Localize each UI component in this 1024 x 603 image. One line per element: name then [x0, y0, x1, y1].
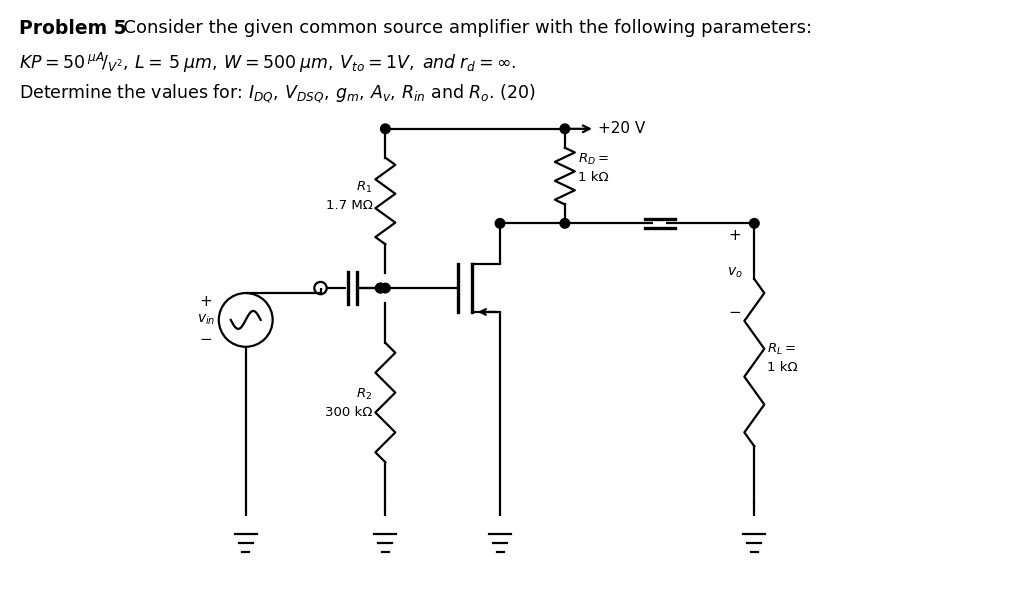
Text: $R_L =$
1 kΩ: $R_L =$ 1 kΩ: [767, 342, 798, 374]
Circle shape: [376, 283, 385, 293]
Text: $-$: $-$: [728, 303, 741, 318]
Text: Consider the given common source amplifier with the following parameters:: Consider the given common source amplifi…: [112, 19, 812, 37]
Text: Determine the values for: $I_{DQ},\,V_{DSQ},\,g_m,\,A_v,\,R_{in}$ and $R_o$. (20: Determine the values for: $I_{DQ},\,V_{D…: [19, 82, 537, 104]
Circle shape: [560, 218, 569, 228]
Text: +: +: [200, 294, 212, 309]
Text: $R_2$
300 kΩ: $R_2$ 300 kΩ: [325, 387, 373, 418]
Circle shape: [381, 124, 390, 134]
Text: $R_D =$
1 kΩ: $R_D =$ 1 kΩ: [578, 152, 608, 184]
Text: +20 V: +20 V: [598, 121, 645, 136]
Circle shape: [496, 218, 505, 228]
Text: Problem 5: Problem 5: [19, 19, 127, 39]
Circle shape: [560, 124, 569, 134]
Text: $v_{in}$: $v_{in}$: [197, 313, 215, 327]
Text: $-$: $-$: [200, 330, 212, 346]
Text: $R_1$
1.7 MΩ: $R_1$ 1.7 MΩ: [326, 180, 373, 212]
Text: $v_o$: $v_o$: [727, 266, 742, 280]
Text: $KP = 50\,^{\mu A}\!/_{V^2},\,L = \,5\;\mu m,\,W = 500\;\mu m,\,V_{to} = 1V,\;an: $KP = 50\,^{\mu A}\!/_{V^2},\,L = \,5\;\…: [19, 51, 517, 75]
Circle shape: [376, 283, 385, 293]
Circle shape: [750, 218, 759, 228]
Text: +: +: [728, 228, 740, 243]
Circle shape: [381, 283, 390, 293]
